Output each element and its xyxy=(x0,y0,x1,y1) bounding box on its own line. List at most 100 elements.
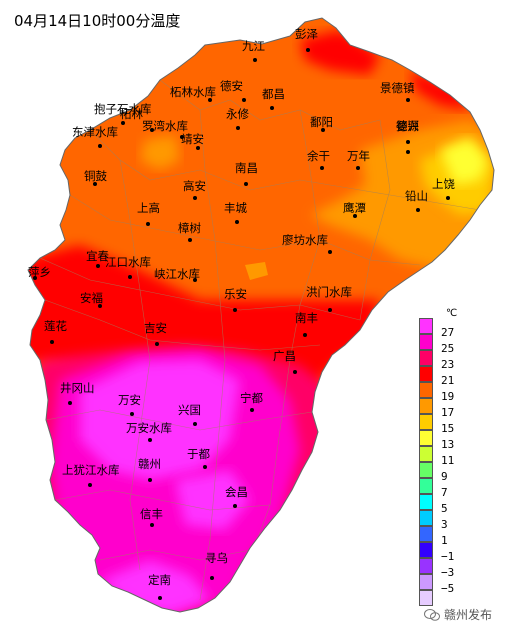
city-label: 万安水库 xyxy=(126,421,172,435)
city-dot xyxy=(356,166,360,170)
city-label: 安福 xyxy=(80,291,103,305)
city-dot xyxy=(146,222,150,226)
city-label: 上高 xyxy=(137,201,160,215)
city-label: 赣州 xyxy=(138,457,161,471)
city-label: 九江 xyxy=(242,39,265,53)
city-label: 德安 xyxy=(220,79,243,93)
city-label: 鄱阳 xyxy=(310,115,333,129)
city-label: 樟树 xyxy=(178,221,201,235)
city-dot xyxy=(233,308,237,312)
city-label: 柘林水库 xyxy=(170,85,216,99)
city-dot xyxy=(242,98,246,102)
legend-swatch xyxy=(419,526,433,542)
city-label: 江口水库 xyxy=(105,255,151,269)
city-label: 彭泽 xyxy=(295,27,318,41)
watermark: 赣州发布 xyxy=(424,606,492,623)
legend-swatch xyxy=(419,446,433,462)
city-label: 德兴 xyxy=(396,119,419,133)
city-dot xyxy=(158,596,162,600)
city-dot xyxy=(50,340,54,344)
city-dot xyxy=(406,140,410,144)
city-label: 宁都 xyxy=(240,391,263,405)
map-title: 04月14日10时00分温度 xyxy=(14,12,181,30)
city-dot xyxy=(203,465,207,469)
city-dot xyxy=(328,308,332,312)
legend-swatch xyxy=(419,590,433,606)
city-dot xyxy=(193,196,197,200)
city-label: 景德镇 xyxy=(380,81,415,95)
legend-tick-label: 5 xyxy=(441,502,448,515)
city-dot xyxy=(416,208,420,212)
city-dot xyxy=(406,150,410,154)
city-dot xyxy=(303,333,307,337)
city-dot xyxy=(68,401,72,405)
city-label: 莲花 xyxy=(44,319,67,333)
city-dot xyxy=(446,196,450,200)
legend-tick-label: −5 xyxy=(441,582,455,595)
city-label: 廖坊水库 xyxy=(282,233,328,247)
city-dot xyxy=(196,146,200,150)
legend-swatch xyxy=(419,318,433,334)
city-dot xyxy=(320,166,324,170)
city-label: 信丰 xyxy=(140,507,163,521)
legend-tick-label: 27 xyxy=(441,326,455,339)
watermark-text: 赣州发布 xyxy=(444,608,493,622)
city-dot xyxy=(293,370,297,374)
city-label: 高安 xyxy=(183,179,206,193)
city-label: 兴国 xyxy=(178,403,201,417)
city-dot xyxy=(208,98,212,102)
city-dot xyxy=(353,214,357,218)
city-dot xyxy=(98,304,102,308)
city-dot xyxy=(250,408,254,412)
city-label: 定南 xyxy=(148,573,171,587)
legend-swatch xyxy=(419,574,433,590)
legend-tick-label: 23 xyxy=(441,358,455,371)
city-dot xyxy=(148,478,152,482)
city-label: 铅山 xyxy=(405,189,428,203)
city-dot xyxy=(235,220,239,224)
legend-tick-label: 25 xyxy=(441,342,455,355)
legend-swatch xyxy=(419,398,433,414)
city-dot xyxy=(96,264,100,268)
city-dot xyxy=(328,250,332,254)
city-dot xyxy=(128,275,132,279)
legend-tick-label: 17 xyxy=(441,406,455,419)
city-dot xyxy=(406,98,410,102)
legend-swatch xyxy=(419,430,433,446)
city-label: 寻乌 xyxy=(205,551,228,565)
legend-swatch xyxy=(419,510,433,526)
city-label: 上犹江水库 xyxy=(62,463,120,477)
legend-tick-label: 13 xyxy=(441,438,455,451)
city-label: 于都 xyxy=(187,447,210,461)
city-label: 南丰 xyxy=(295,311,318,325)
city-dot xyxy=(150,523,154,527)
city-label: 婺源 xyxy=(396,119,419,133)
city-dot xyxy=(253,58,257,62)
legend-swatch xyxy=(419,382,433,398)
legend-swatch xyxy=(419,366,433,382)
city-dot xyxy=(193,422,197,426)
city-label: 万安 xyxy=(118,393,141,407)
city-label: 南昌 xyxy=(235,161,258,175)
legend-tick-label: 9 xyxy=(441,470,448,483)
legend-swatch xyxy=(419,334,433,350)
legend-tick-label: −1 xyxy=(441,550,455,563)
city-label: 丰城 xyxy=(224,201,247,215)
city-label: 铜鼓 xyxy=(84,169,107,183)
city-label: 柘林 xyxy=(120,107,143,121)
city-label: 广昌 xyxy=(273,349,296,363)
city-label: 萍乡 xyxy=(28,265,51,279)
city-label: 上饶 xyxy=(432,177,455,191)
legend-swatch xyxy=(419,542,433,558)
city-label: 抱子石水库 xyxy=(94,102,152,116)
city-label: 东津水库 xyxy=(72,125,118,139)
city-label: 会昌 xyxy=(225,485,248,499)
legend-tick-label: 7 xyxy=(441,486,448,499)
legend-swatch xyxy=(419,558,433,574)
city-label: 余干 xyxy=(307,149,330,163)
legend-swatch xyxy=(419,414,433,430)
city-dot xyxy=(306,48,310,52)
city-dot xyxy=(270,106,274,110)
city-dot xyxy=(121,121,125,125)
